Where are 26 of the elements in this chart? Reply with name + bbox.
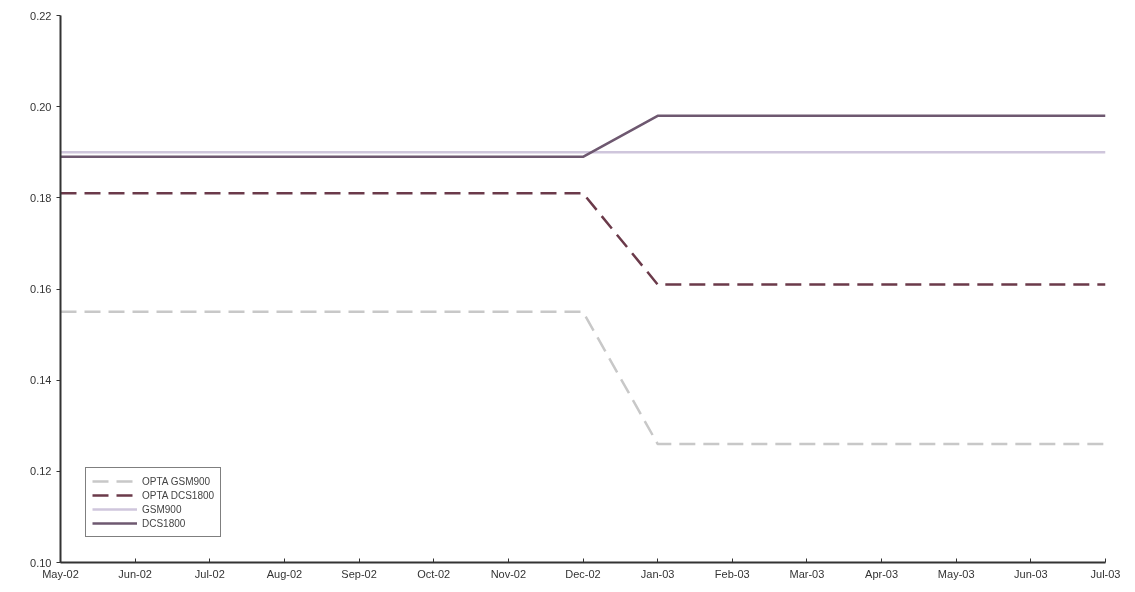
x-tick-label: Mar-03 [789,567,825,580]
x-tick-label: Sep-02 [341,567,377,580]
legend-label: GSM900 [142,502,182,516]
x-tick-label: Feb-03 [714,567,750,580]
x-tick-label: Jun-03 [1014,567,1048,580]
y-tick-label: 0.18 [30,191,52,204]
x-tick-label: May-03 [937,567,975,580]
legend-label: DCS1800 [142,516,186,530]
x-tick-label: Apr-03 [865,567,899,580]
y-tick-label: 0.12 [30,465,52,478]
x-tick-label: Nov-02 [490,567,527,580]
x-tick-label: Jun-02 [118,567,152,580]
legend-label: OPTA GSM900 [142,474,211,488]
x-tick-label: May-02 [42,567,79,580]
x-tick-label: Aug-02 [266,567,303,580]
x-tick-label: Jan-03 [640,567,675,580]
x-tick-label: Jul-03 [1090,567,1121,580]
y-tick-label: 0.20 [30,100,52,113]
y-tick-label: 0.22 [30,9,52,22]
x-tick-label: Dec-02 [565,567,601,580]
y-tick-label: 0.10 [30,556,52,569]
y-tick-label: 0.16 [30,283,52,295]
y-tick-label: 0.14 [30,374,52,387]
legend-label: OPTA DCS1800 [142,488,215,502]
x-tick-label: Jul-02 [194,567,225,580]
x-tick-label: Oct-02 [417,567,451,580]
